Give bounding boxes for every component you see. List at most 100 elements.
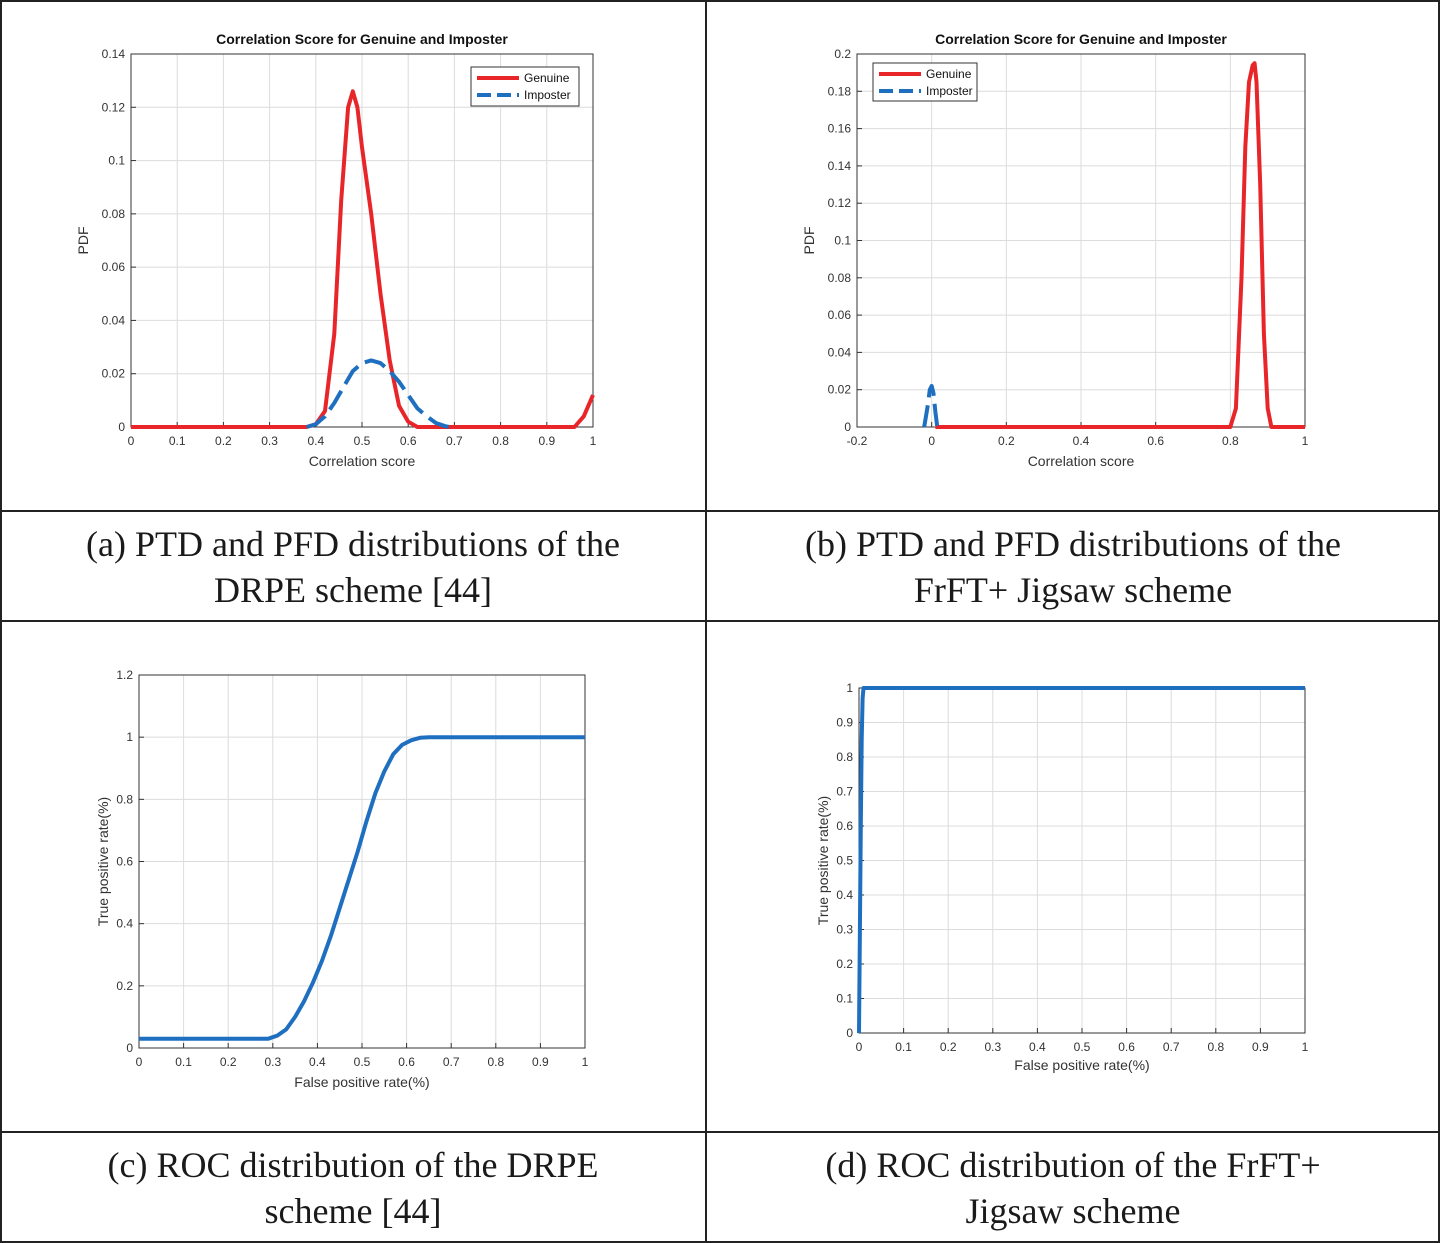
x-tick-label: 0.9 [1252, 1040, 1269, 1054]
axes-frame [130, 53, 594, 428]
x-tick-label: 0 [136, 1055, 143, 1069]
x-tick-label: 1 [590, 434, 597, 448]
y-tick-label: 0 [126, 1041, 133, 1055]
legend-box [872, 62, 978, 102]
x-tick-label: 0.7 [446, 434, 463, 448]
x-tick-label: 0.2 [220, 1055, 237, 1069]
x-tick-label: 0.6 [1118, 1040, 1135, 1054]
x-tick-label: 0.3 [261, 434, 278, 448]
chart-a: 0 0.1 0.2 0.3 0.4 0.5 0.6 0.7 0.8 0.9 1 0 0.02 0.04 0.… [75, 31, 597, 469]
x-tick-label: 0.8 [1222, 434, 1239, 448]
y-axis-label: PDF [801, 227, 817, 255]
x-tick-label: 0.2 [215, 434, 232, 448]
x-tick-label: 1 [1302, 434, 1309, 448]
x-tick-label: 0.8 [1207, 1040, 1224, 1054]
caption-d-line-2: Jigsaw scheme [965, 1191, 1181, 1231]
y-tick-label: 0 [118, 420, 125, 434]
y-tick-label: 1.2 [116, 668, 133, 682]
x-axis-label: False positive rate(%) [1014, 1057, 1149, 1073]
x-tick-label: 1 [582, 1055, 589, 1069]
x-tick-label: 0.1 [895, 1040, 912, 1054]
x-tick-label: 0.6 [1147, 434, 1164, 448]
x-tick-label: 0.7 [1163, 1040, 1180, 1054]
legend: Genuine Imposter [470, 66, 580, 107]
y-tick-label: 0.6 [836, 819, 853, 833]
y-axis-label: True positive rate(%) [815, 796, 831, 925]
caption-a-line-2: DRPE scheme [44] [214, 569, 492, 610]
chart-title: Correlation Score for Genuine and Impost… [216, 31, 508, 47]
caption-b: (b) PTD and PFD distributions of the FrFT… [706, 512, 1440, 621]
legend-label-genuine: Genuine [926, 67, 972, 81]
x-axis-label: Correlation score [309, 453, 416, 469]
y-tick-label: 0.04 [102, 313, 126, 327]
x-tick-label: -0.2 [847, 434, 868, 448]
x-tick-label: 0.6 [398, 1055, 415, 1069]
x-tick-label: 0.8 [487, 1055, 504, 1069]
chart-d: 0 0.1 0.2 0.3 0.4 0.5 0.6 0.7 0.8 0.9 1 0 0.1 0.2 0.3 0… [815, 681, 1309, 1073]
x-tick-label: 0.5 [1074, 1040, 1091, 1054]
y-tick-label: 0.9 [836, 716, 853, 730]
chart-title: Correlation Score for Genuine and Impost… [935, 31, 1227, 47]
caption-c-line-2: scheme [44] [264, 1191, 442, 1231]
x-tick-label: 0.2 [940, 1040, 957, 1054]
y-tick-label: 0.4 [836, 888, 853, 902]
y-tick-label: 0.1 [836, 992, 853, 1006]
x-tick-label: 0.9 [532, 1055, 549, 1069]
x-tick-label: 0.7 [443, 1055, 460, 1069]
legend-label-imposter: Imposter [926, 84, 973, 98]
x-tick-label: 0.4 [1029, 1040, 1046, 1054]
legend: Genuine Imposter [872, 62, 978, 102]
caption-c: (c) ROC distribution of the DRPE scheme [… [0, 1133, 706, 1243]
y-tick-label: 0.2 [116, 979, 133, 993]
y-tick-label: 0.08 [102, 207, 126, 221]
y-tick-label: 0.16 [828, 122, 852, 136]
x-axis-label: Correlation score [1028, 453, 1135, 469]
y-tick-label: 0 [846, 1026, 853, 1040]
x-tick-label: 0.8 [492, 434, 509, 448]
chart-b: -0.2 0 0.2 0.4 0.6 0.8 100.020.040.060.080.10.… [801, 31, 1309, 469]
y-axis-label: PDF [75, 227, 91, 255]
y-tick-label: 0.04 [828, 345, 852, 359]
x-tick-label: 0.5 [354, 1055, 371, 1069]
caption-a: (a) PTD and PFD distributions of the DRPE… [0, 512, 706, 621]
x-tick-label: 0.6 [400, 434, 417, 448]
y-tick-label: 1 [846, 681, 853, 695]
axes-frame [138, 674, 586, 1049]
y-tick-label: 0.14 [828, 159, 852, 173]
y-tick-label: 0.2 [836, 957, 853, 971]
y-tick-label: 0.1 [834, 234, 851, 248]
y-axis-label: True positive rate(%) [95, 797, 111, 926]
y-tick-label: 0.02 [828, 383, 852, 397]
y-tick-label: 0.8 [836, 750, 853, 764]
y-tick-label: 0.5 [836, 854, 853, 868]
x-tick-label: 0.2 [998, 434, 1015, 448]
legend-box [470, 66, 580, 107]
y-tick-label: 0.18 [828, 84, 852, 98]
y-tick-label: 1 [126, 730, 133, 744]
legend-label-imposter: Imposter [524, 88, 571, 102]
x-tick-label: 0 [856, 1040, 863, 1054]
y-tick-label: 0.14 [102, 47, 126, 61]
caption-a-line-1: (a) PTD and PFD distributions of the [86, 523, 620, 564]
x-tick-label: 1 [1302, 1040, 1309, 1054]
chart-c: 0 0.1 0.2 0.3 0.4 0.5 0.6 0.7 0.8 0.9 1 0 0.2 0.4 0.6 0… [95, 668, 589, 1090]
y-tick-label: 0 [844, 420, 851, 434]
series-line-genuine [131, 89, 595, 429]
x-tick-label: 0 [128, 434, 135, 448]
x-tick-label: 0.1 [175, 1055, 192, 1069]
series-line-roc [139, 735, 585, 1041]
series-line-roc [857, 686, 1305, 1034]
y-tick-label: 0.02 [102, 367, 126, 381]
y-tick-label: 0.6 [116, 855, 133, 869]
caption-b-line-1: (b) PTD and PFD distributions of the [805, 523, 1341, 564]
series-line-imposter [306, 358, 451, 429]
series-line-imposter [922, 384, 940, 428]
x-tick-label: 0 [928, 434, 935, 448]
y-tick-label: 0.1 [108, 154, 125, 168]
y-tick-label: 0.06 [102, 260, 126, 274]
x-tick-label: 0.5 [354, 434, 371, 448]
x-axis-label: False positive rate(%) [294, 1074, 429, 1090]
y-tick-label: 0.3 [836, 923, 853, 937]
caption-d: (d) ROC distribution of the FrFT+ Jigsaw … [706, 1133, 1440, 1243]
